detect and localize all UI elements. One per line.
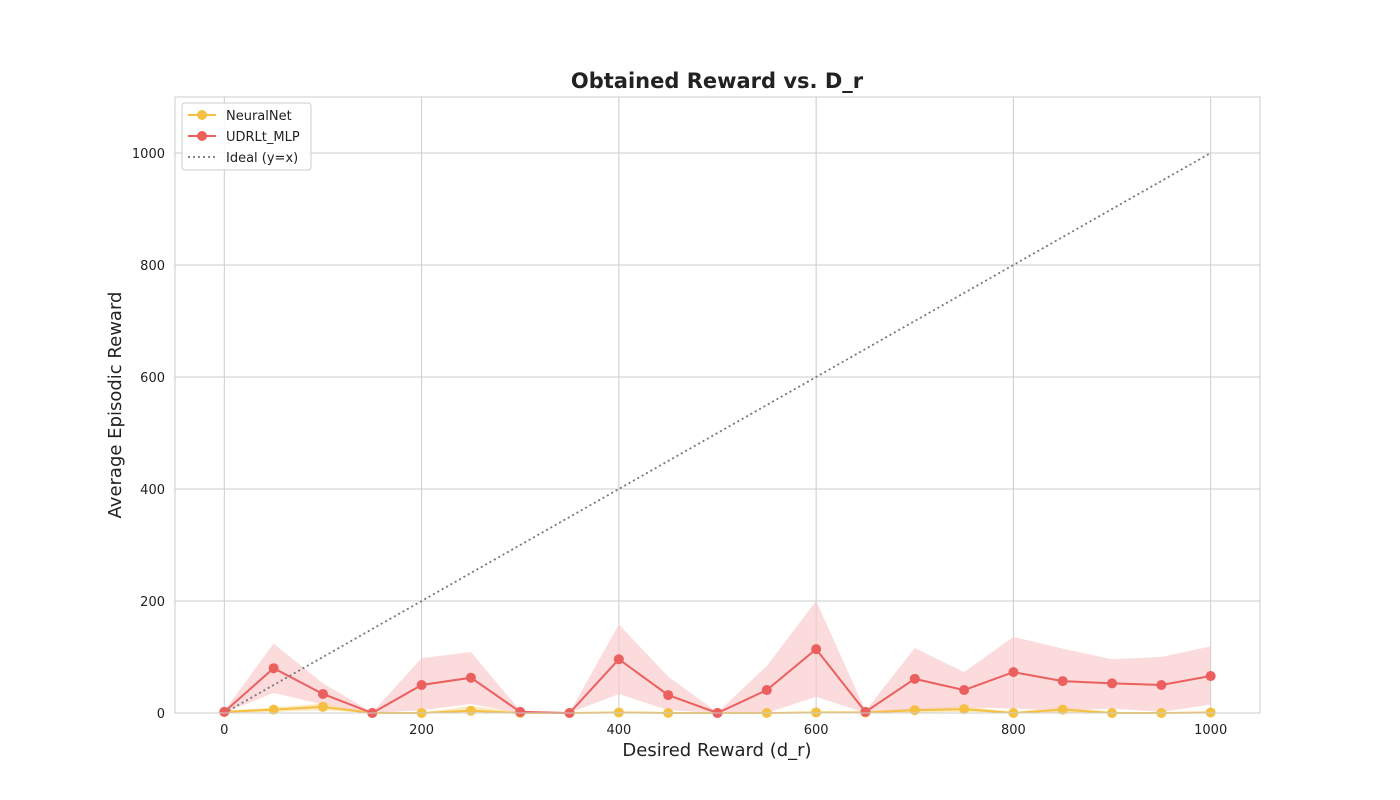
x-tick-label: 0 [220, 723, 228, 738]
data-point-1 [959, 685, 970, 696]
data-point-1 [1057, 676, 1068, 687]
x-tick-label: 400 [606, 723, 631, 738]
data-point-1 [515, 706, 526, 717]
data-point-1 [465, 672, 476, 683]
data-point-1 [1205, 671, 1216, 682]
data-point-0 [465, 705, 476, 716]
series-band-1 [224, 601, 1211, 713]
legend-marker-1 [197, 131, 207, 141]
data-point-1 [1156, 680, 1167, 690]
legend-label-1: UDRLt_MLP [226, 130, 300, 145]
series-line-2 [223, 152, 1212, 714]
data-point-0 [268, 704, 279, 715]
x-tick-label: 200 [409, 723, 434, 738]
data-point-1 [317, 688, 328, 699]
grid-layer [175, 97, 1260, 714]
y-tick-label: 800 [140, 259, 165, 274]
data-point-0 [959, 704, 970, 715]
data-point-0 [909, 705, 920, 716]
data-point-1 [811, 644, 822, 655]
y-tick-label: 0 [157, 707, 165, 722]
data-point-1 [1107, 678, 1118, 689]
legend-frame [181, 102, 312, 171]
data-point-0 [613, 707, 624, 718]
data-point-1 [909, 673, 920, 684]
y-axis-label: Average Episodic Reward [105, 292, 126, 519]
x-tick-label: 1000 [1194, 723, 1227, 738]
data-point-1 [663, 690, 674, 701]
line-layer [223, 152, 1212, 715]
data-point-1 [416, 680, 427, 690]
y-tick-label: 400 [140, 483, 165, 498]
legend: NeuralNet UDRLt_MLP Ideal (y=x) [181, 102, 312, 171]
data-point-1 [761, 685, 772, 696]
data-point-0 [317, 701, 328, 712]
x-tick-label: 800 [1001, 723, 1026, 738]
legend-marker-0 [197, 110, 207, 120]
y-tick-label: 200 [140, 595, 165, 610]
chart-title: Obtained Reward vs. D_r [571, 69, 864, 93]
data-point-1 [1008, 667, 1019, 678]
legend-label-0: NeuralNet [226, 109, 292, 124]
data-point-0 [811, 707, 822, 718]
y-tick-label: 1000 [132, 147, 165, 162]
data-point-0 [1205, 707, 1216, 718]
data-point-1 [860, 706, 871, 717]
band-layer [224, 601, 1211, 713]
x-axis-label: Desired Reward (d_r) [622, 740, 811, 761]
data-point-1 [268, 663, 279, 674]
data-point-0 [1057, 704, 1068, 715]
x-tick-label: 600 [804, 723, 829, 738]
data-point-1 [219, 706, 230, 717]
tick-layer: 0 200 400 600 800 1000 0 200 400 600 800 1000 [132, 147, 1227, 738]
data-point-1 [613, 654, 624, 665]
legend-label-2: Ideal (y=x) [226, 151, 298, 166]
y-tick-label: 600 [140, 371, 165, 386]
plot-frame [174, 96, 1261, 714]
